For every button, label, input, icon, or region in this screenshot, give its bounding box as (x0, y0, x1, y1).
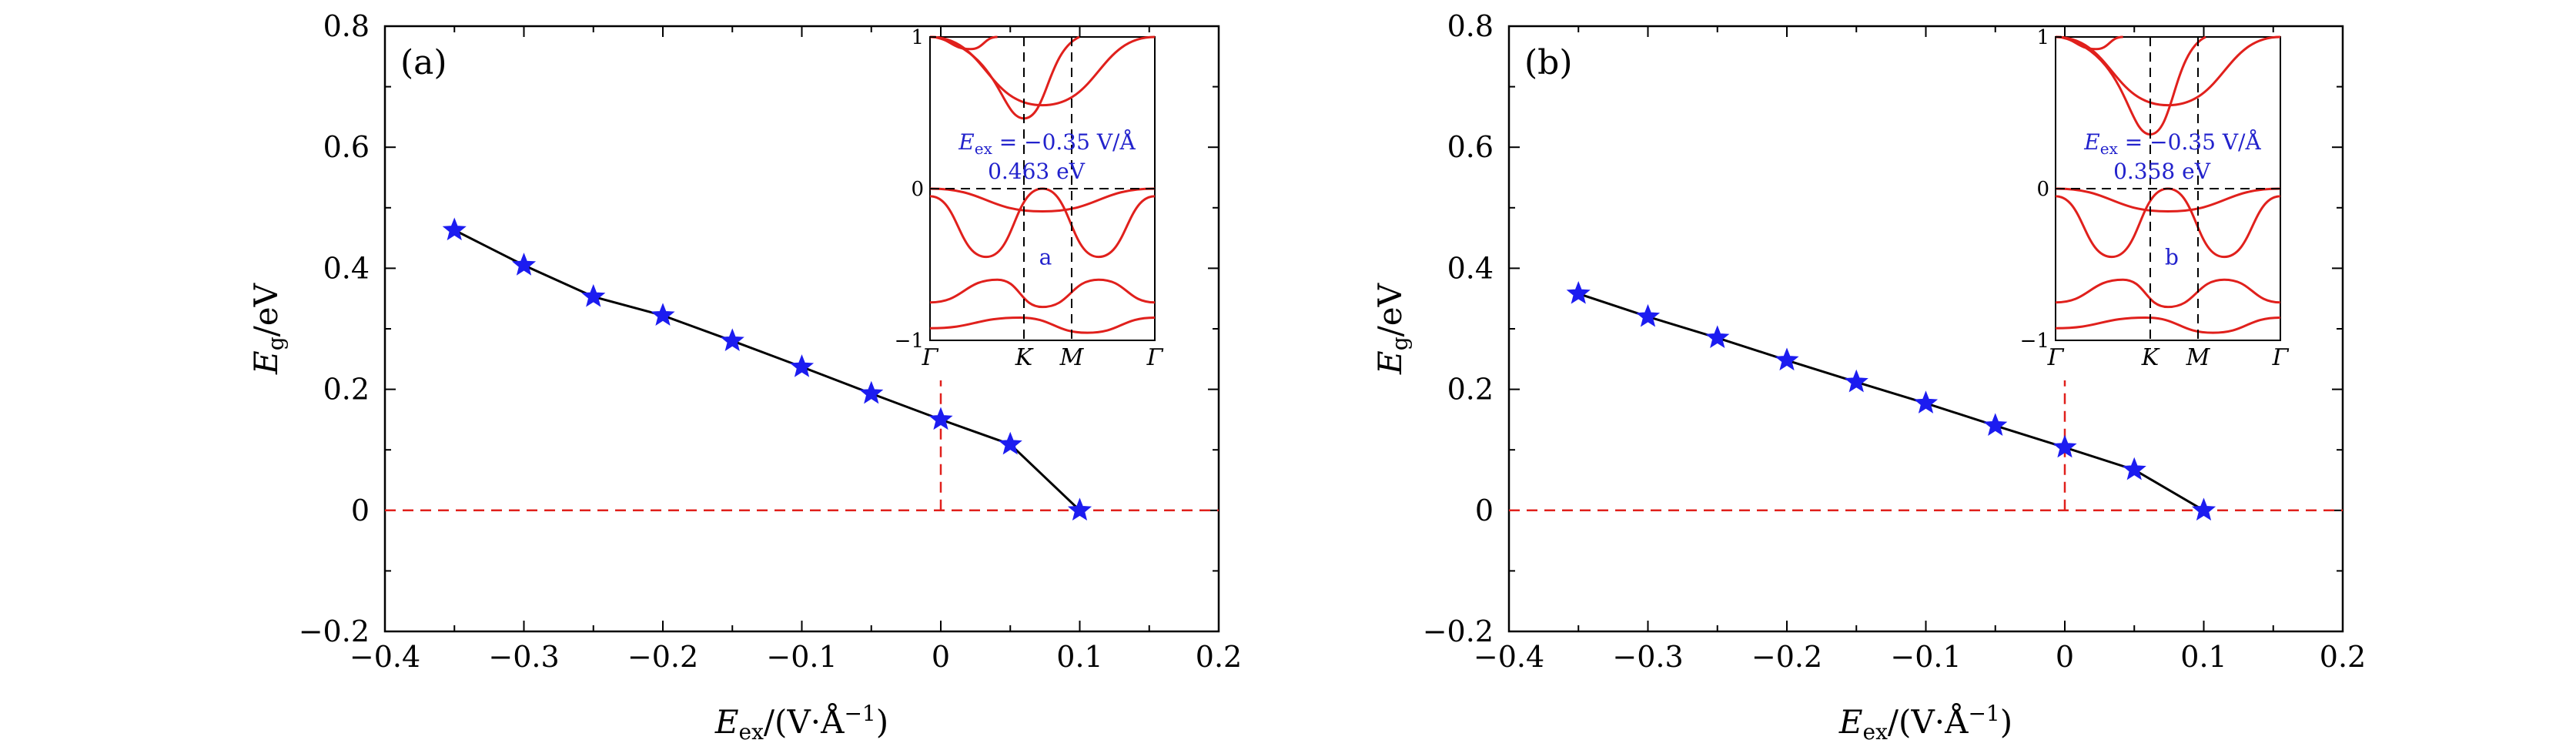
inset-band-curve (929, 187, 1043, 259)
inset-band-curve (2055, 35, 2281, 107)
data-point-star (1705, 325, 1730, 349)
inset-band-curve (2167, 187, 2281, 259)
x-tick-label: 0.2 (1196, 640, 1242, 674)
y-tick-label: 0.8 (323, 9, 370, 43)
data-point-star (2191, 497, 2216, 521)
x-tick-label: −0.2 (627, 640, 698, 674)
data-point-star (2052, 434, 2077, 458)
data-point-star (859, 380, 884, 404)
inset-band-curve (2055, 187, 2281, 213)
y-tick-label: 0.6 (1447, 130, 1494, 164)
x-tick-label: −0.3 (488, 640, 559, 674)
inset-y-tick-label: 1 (911, 26, 924, 49)
data-point-star (442, 217, 467, 241)
y-axis-title: Eg/eV (1371, 283, 1413, 375)
panel-label: (a) (400, 43, 447, 82)
y-tick-label: −0.2 (299, 614, 370, 648)
y-tick-label: 0.4 (323, 251, 370, 285)
data-point-star (1844, 369, 1868, 393)
x-tick-label: −0.2 (1751, 640, 1822, 674)
inset-field-annotation: Eex = −0.35 V/Å (958, 129, 1136, 158)
inset-band-curve (929, 187, 1156, 213)
inset-kpoint-label: K (1015, 344, 1034, 371)
y-tick-label: 0.2 (323, 373, 370, 407)
y-tick-label: 0.2 (1447, 373, 1494, 407)
y-axis-title: Eg/eV (247, 283, 289, 375)
series-line (1577, 292, 2205, 512)
inset-kpoint-label: Γ (2047, 344, 2065, 371)
y-tick-label: 0.4 (1447, 251, 1494, 285)
x-tick-label: −0.4 (350, 640, 420, 674)
data-point-star (1635, 303, 1661, 327)
inset-kpoint-label: K (2141, 344, 2160, 371)
inset-gap-label: 0.358 eV (2113, 159, 2211, 184)
inset-band-curve (929, 278, 1156, 309)
data-point-star (1775, 347, 1799, 371)
x-tick-label: 0.1 (1056, 640, 1102, 674)
inset-band-curve (2055, 187, 2169, 259)
data-point-star (789, 354, 815, 377)
x-tick-label: 0 (2056, 640, 2074, 674)
x-tick-label: 0 (932, 640, 950, 674)
panel-b: −0.4 −0.3 −0.2 −0.1 0 0.1 0.2 −0.2 0 0.2 0.4 0.6 0.8… (1371, 9, 2366, 745)
inset-y-tick-label: −1 (2020, 330, 2049, 353)
inset-kpoint-label: M (1059, 344, 1085, 371)
inset-band-curve (1042, 187, 1156, 259)
inset-kpoint-label: Γ (922, 344, 939, 371)
inset-band-structure: −1 0 1 Γ K M Γ Eex = −0.35 V/Å0.463 eV a (895, 26, 1164, 371)
x-tick-label: 0.2 (2320, 640, 2366, 674)
data-point-star (1566, 281, 1591, 304)
inset-band-curve (2055, 278, 2281, 309)
x-tick-label: −0.3 (1612, 640, 1683, 674)
y-tick-label: 0 (351, 494, 370, 527)
x-tick-label: −0.1 (1890, 640, 1961, 674)
x-tick-label: −0.1 (766, 640, 837, 674)
inset-y-tick-label: −1 (895, 330, 924, 353)
series-line (453, 229, 1081, 511)
data-point-star (651, 303, 675, 326)
x-axis-title: Eex/(V·Å−1) (1838, 701, 2012, 745)
data-point-star (581, 283, 606, 307)
inset-y-tick-label: 1 (2036, 26, 2049, 49)
x-tick-label: −0.4 (1474, 640, 1544, 674)
inset-marker-label: b (2165, 245, 2179, 270)
inset-kpoint-label: Γ (2272, 344, 2290, 371)
y-tick-label: 0 (1475, 494, 1494, 527)
inset-kpoint-label: M (2186, 344, 2211, 371)
inset-band-curve (929, 316, 1156, 334)
panel-a: −0.4 −0.3 −0.2 −0.1 0 0.1 0.2 −0.2 0 0.2 0.4 0.6 0.8… (247, 9, 1242, 745)
data-point-star (1067, 497, 1092, 521)
inset-band-structure: −1 0 1 Γ K M Γ Eex = −0.35 V/Å0.358 eV b (2020, 26, 2290, 371)
inset-marker-label: a (1039, 245, 1052, 270)
x-tick-label: 0.1 (2180, 640, 2226, 674)
y-tick-label: −0.2 (1423, 614, 1494, 648)
inset-y-tick-label: 0 (2036, 178, 2049, 201)
data-point-star (998, 431, 1022, 455)
inset-kpoint-label: Γ (1146, 344, 1164, 371)
data-point-star (511, 253, 537, 276)
inset-y-tick-label: 0 (911, 178, 924, 201)
data-point-star (928, 407, 953, 430)
data-point-star (1983, 413, 2008, 437)
inset-gap-label: 0.463 eV (988, 159, 1086, 184)
panel-label: (b) (1524, 43, 1573, 82)
y-tick-label: 0.8 (1447, 9, 1494, 43)
inset-band-curve (2055, 316, 2281, 334)
data-point-star (1913, 390, 1939, 414)
data-point-star (2122, 457, 2146, 480)
x-axis-title: Eex/(V·Å−1) (714, 701, 888, 745)
data-point-star (720, 328, 744, 351)
y-tick-label: 0.6 (323, 130, 370, 164)
inset-field-annotation: Eex = −0.35 V/Å (2083, 129, 2261, 158)
